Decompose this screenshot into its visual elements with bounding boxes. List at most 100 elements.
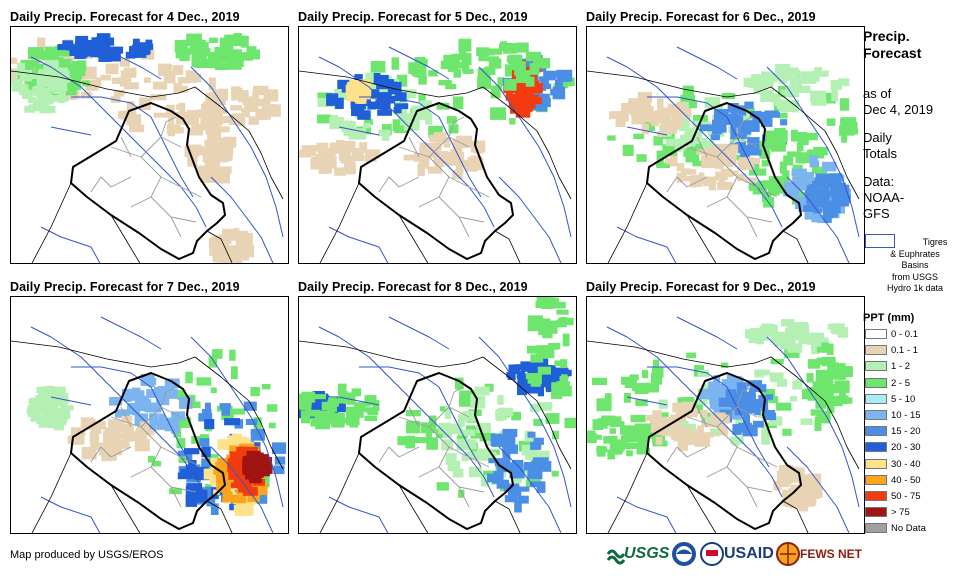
noaa-seal-icon	[672, 542, 696, 566]
ppt-class-label: 0.1 - 1	[891, 345, 918, 357]
country-boundary	[110, 214, 141, 263]
ppt-class-row: 1 - 2	[863, 360, 967, 373]
ppt-class-row: 0.1 - 1	[863, 344, 967, 357]
precip-field	[299, 297, 576, 513]
basin-key-line: Hydro 1k data	[886, 283, 944, 293]
country-boundary	[110, 484, 141, 533]
province-boundary	[408, 406, 420, 428]
river-basin-line	[71, 96, 194, 198]
river-basin-line	[478, 66, 572, 238]
precip-map-dec-4	[10, 26, 289, 264]
province-boundary	[736, 446, 778, 468]
ppt-class-row: > 75	[863, 506, 967, 519]
precip-map-dec-7	[10, 296, 289, 534]
country-boundary	[178, 356, 284, 470]
forecast-panel-4: Daily Precip. Forecast for 7 Dec., 2019	[10, 280, 289, 534]
precip-field	[11, 33, 281, 263]
province-boundary	[160, 176, 202, 198]
province-boundary	[90, 176, 102, 193]
country-boundary	[299, 70, 468, 98]
river-basin-line	[606, 326, 783, 498]
province-boundary	[150, 196, 182, 238]
river-basin-line	[786, 176, 850, 263]
river-basin-line	[359, 366, 482, 468]
river-basin-line	[388, 316, 450, 350]
ppt-class-label: 50 - 75	[891, 491, 921, 502]
country-boundary	[206, 500, 233, 533]
province-boundary	[140, 136, 182, 158]
province-boundary	[736, 176, 778, 198]
ppt-class-swatch	[865, 377, 887, 388]
ppt-class-swatch	[865, 393, 887, 404]
country-boundary	[319, 452, 360, 533]
legend-data-source: Data: NOAA- GFS	[863, 174, 904, 222]
panel-title: Daily Precip. Forecast for 7 Dec., 2019	[10, 280, 240, 294]
country-boundary	[299, 340, 468, 368]
river-basin-line	[786, 446, 850, 533]
province-boundary	[666, 446, 678, 463]
river-basin-line	[647, 96, 770, 198]
fewsnet-logo: FEWS NET	[776, 540, 862, 570]
province-boundary	[696, 136, 708, 158]
country-boundary	[398, 484, 429, 533]
country-boundary	[31, 182, 72, 263]
province-boundary	[110, 146, 162, 208]
fewsnet-globe-icon	[776, 542, 800, 566]
country-boundary	[782, 500, 809, 533]
province-boundary	[120, 136, 132, 158]
country-boundary	[587, 340, 756, 368]
ppt-class-swatch	[865, 361, 887, 372]
ppt-class-label: 5 - 10	[891, 393, 916, 405]
ppt-class-label: 0 - 0.1	[891, 329, 918, 340]
river-basin-line	[766, 336, 860, 508]
precip-map-dec-5	[298, 26, 577, 264]
province-boundary	[438, 196, 470, 238]
iraq-border	[358, 372, 514, 530]
province-boundary	[388, 176, 420, 188]
legend-heading: Precip. Forecast	[863, 28, 921, 62]
province-boundary	[160, 116, 177, 138]
ppt-class-row: 40 - 50	[863, 474, 967, 487]
logo-strip: USGS USAID FEWS NET	[606, 540, 862, 570]
panel-title: Daily Precip. Forecast for 6 Dec., 2019	[586, 10, 816, 24]
river-basin-line	[30, 326, 207, 498]
usaid-logo: USAID	[700, 540, 774, 570]
basin-key-line: & Euphrates	[890, 248, 940, 259]
river-basin-line	[616, 496, 677, 533]
precip-map-dec-9	[586, 296, 865, 534]
river-basin-line	[328, 226, 389, 263]
usaid-logo-text: USAID	[724, 545, 774, 562]
river-basin-line	[40, 226, 101, 263]
country-boundary	[398, 214, 429, 263]
country-boundary	[782, 230, 809, 263]
province-boundary	[150, 466, 182, 508]
province-boundary	[448, 176, 490, 198]
province-boundary	[726, 466, 758, 508]
river-basin-line	[190, 66, 284, 238]
panel-title: Daily Precip. Forecast for 5 Dec., 2019	[298, 10, 528, 24]
ppt-class-label: 30 - 40	[891, 458, 921, 470]
river-basin-line	[676, 46, 738, 80]
country-boundary	[178, 86, 284, 200]
ppt-class-swatch	[865, 329, 887, 339]
ppt-class-swatch	[865, 474, 887, 485]
data-source-line: NOAA-	[863, 190, 905, 205]
country-boundary	[206, 230, 233, 263]
province-boundary	[736, 386, 753, 408]
ppt-class-row: 5 - 10	[863, 393, 967, 406]
province-boundary	[458, 216, 485, 223]
province-boundary	[448, 386, 465, 408]
ppt-class-swatch	[865, 458, 887, 469]
province-boundary	[90, 446, 102, 463]
ppt-title: PPT (mm)	[863, 312, 915, 324]
iraq-border	[358, 102, 514, 260]
country-boundary	[466, 356, 572, 470]
ppt-class-label: 15 - 20	[891, 426, 921, 438]
province-boundary	[676, 176, 708, 188]
province-boundary	[726, 196, 758, 238]
panel-title: Daily Precip. Forecast for 9 Dec., 2019	[586, 280, 816, 294]
precip-map-dec-8	[298, 296, 577, 534]
ppt-class-label: 40 - 50	[891, 474, 921, 486]
river-basin-line	[190, 336, 284, 508]
ppt-class-row: 20 - 30	[863, 441, 967, 454]
